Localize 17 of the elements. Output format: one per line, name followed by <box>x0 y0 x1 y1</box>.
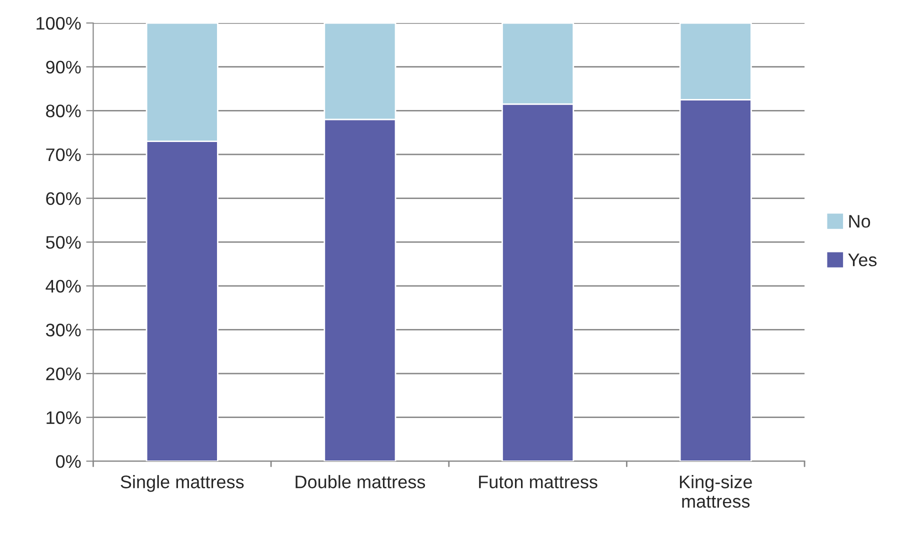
y-tick-label: 60% <box>46 192 81 205</box>
y-tick-label: 70% <box>46 148 81 162</box>
y-tick-label: 50% <box>46 236 81 249</box>
y-tick-label: 80% <box>46 104 81 118</box>
y-tick-label: 100% <box>36 16 81 30</box>
x-tick-label: King-size mattress <box>680 475 752 508</box>
legend-label: Yes <box>848 254 877 266</box>
legend-label: No <box>849 215 870 228</box>
y-tick-label: 40% <box>46 280 81 293</box>
y-tick-label: 30% <box>46 324 81 336</box>
y-tick-label: 20% <box>46 367 81 380</box>
x-tick-label: Single mattress <box>120 475 244 492</box>
y-tick-label: 90% <box>46 60 81 74</box>
x-tick-label: Double mattress <box>296 475 426 488</box>
y-tick-label: 10% <box>46 411 81 424</box>
x-tick-label: Futon mattress <box>479 476 598 488</box>
y-tick-label: 0% <box>56 455 81 468</box>
